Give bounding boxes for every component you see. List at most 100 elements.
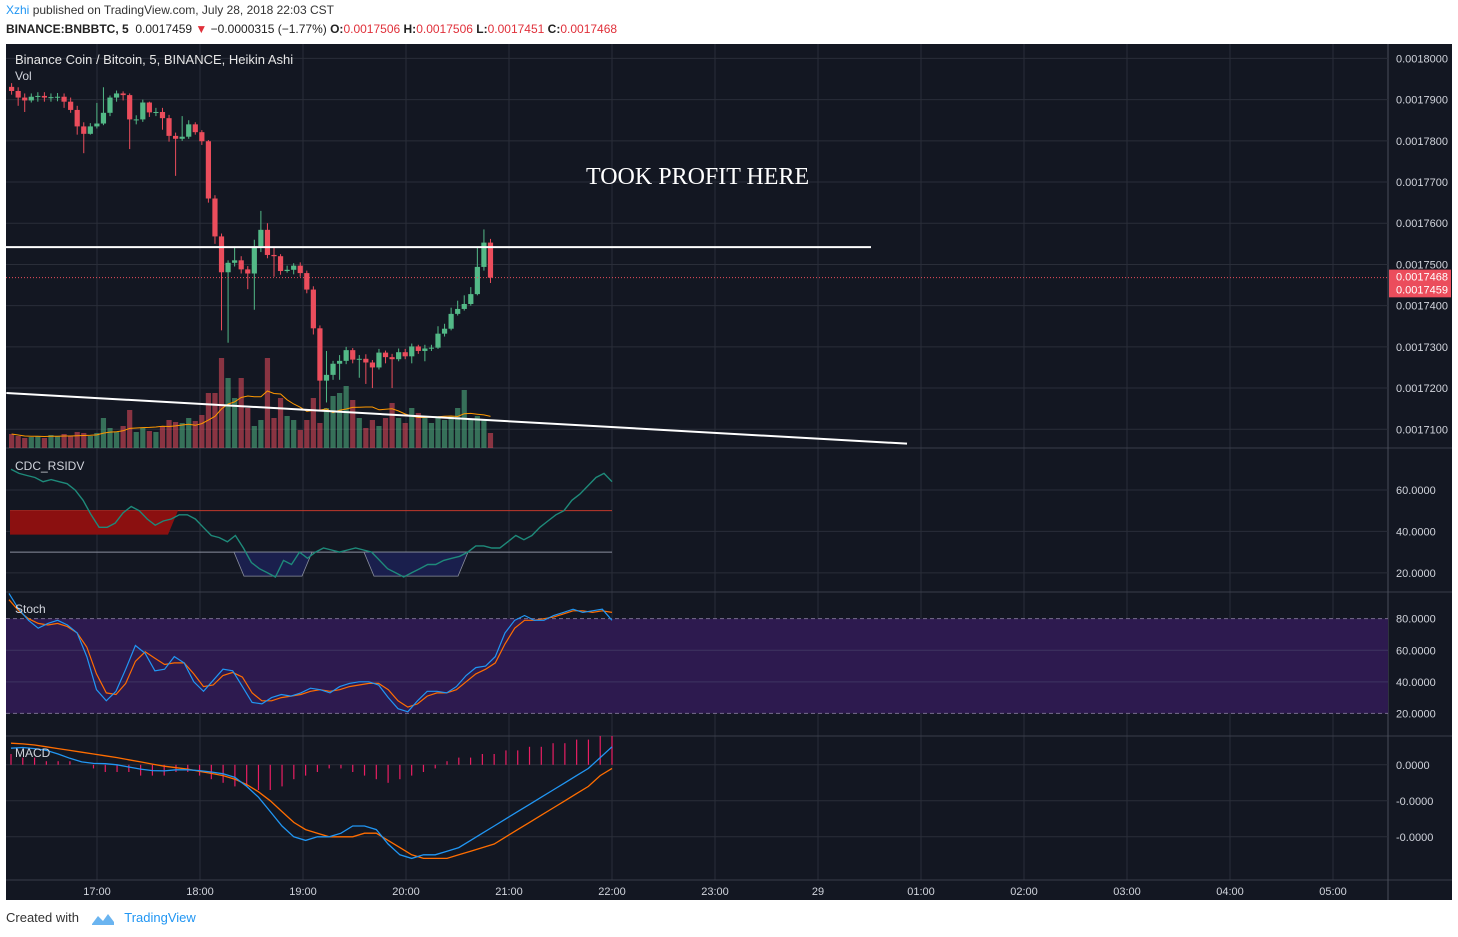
candle-body (87, 126, 93, 134)
candle-body (441, 328, 448, 334)
candle-body (15, 90, 21, 98)
volume-bar (422, 418, 428, 448)
volume-bar (113, 432, 120, 448)
candle-body (107, 97, 113, 113)
volume-bar (94, 433, 100, 448)
price-tick-label: 0.0017200 (1396, 383, 1448, 395)
candle-body (376, 352, 382, 368)
volume-bar (9, 434, 15, 448)
volume-bar (271, 418, 277, 448)
trend-line (6, 391, 908, 445)
volume-bar (317, 423, 323, 448)
change-text: −0.0000315 (−1.77%) (210, 22, 327, 36)
price-label-box (1389, 269, 1451, 285)
time-tick-label: 01:00 (907, 886, 935, 898)
chart-canvas[interactable]: 0.0018000 0.0017900 0.0017800 0.0017700 0.00… (6, 44, 1452, 900)
published-text: published on TradingView.com, July 28, 2… (32, 3, 334, 17)
volume-bar (41, 438, 47, 448)
volume-bar (225, 378, 231, 448)
volume-bar (35, 436, 41, 448)
price-tick-label: 0.0017600 (1396, 218, 1448, 230)
current-price-label: 0.0017459 (1396, 284, 1448, 296)
volume-bar (179, 423, 185, 448)
candle-body (461, 303, 467, 309)
tradingview-logo-icon (91, 913, 114, 925)
macd-signal-line (10, 742, 613, 860)
tradingview-link[interactable]: TradingView (124, 910, 196, 925)
candle-body (225, 262, 231, 273)
candle-body (48, 97, 54, 99)
volume-bar (382, 418, 389, 448)
price-tick-label: 0.0018000 (1396, 53, 1448, 65)
time-tick-label: 05:00 (1319, 886, 1347, 898)
volume-bar (127, 410, 133, 448)
candle-body (153, 111, 159, 113)
candle-body (415, 346, 421, 351)
time-tick-label: 20:00 (392, 886, 420, 898)
volume-bar (297, 430, 303, 448)
rsi-tick-label: 40.0000 (1396, 526, 1436, 538)
author-link[interactable]: Xzhi (6, 3, 30, 17)
time-tick-label: 23:00 (701, 886, 729, 898)
rsi-tick-label: 20.0000 (1396, 568, 1436, 580)
price-label-box (1389, 282, 1451, 298)
candle-body (28, 96, 34, 101)
candle-body (323, 374, 330, 381)
time-tick-label: 04:00 (1216, 886, 1244, 898)
candle-body (291, 265, 297, 270)
volume-bar (376, 426, 382, 448)
rsi-oversold-zone (363, 551, 469, 577)
candle-body (81, 126, 87, 134)
volume-bar (173, 422, 179, 448)
macd-tick-label: -0.0000 (1396, 796, 1433, 808)
candle-body (218, 236, 225, 273)
candle-body (264, 229, 271, 255)
price-tick-label: 0.0017900 (1396, 95, 1448, 107)
candle-body (481, 242, 487, 267)
volume-bar (435, 418, 441, 448)
volume-label: Vol (15, 69, 32, 83)
chart-area[interactable]: 0.0018000 0.0017900 0.0017800 0.0017700 0.00… (6, 44, 1452, 900)
close-value: 0.0017468 (560, 22, 618, 36)
volume-bar (120, 426, 126, 448)
stoch-tick-label: 80.0000 (1396, 614, 1436, 626)
symbol-label: BINANCE:BNBBTC, 5 (6, 22, 129, 36)
candle-body (41, 95, 47, 98)
volume-bar (350, 400, 356, 448)
macd-tick-label: 0.0000 (1396, 760, 1430, 772)
candle-body (382, 352, 389, 358)
stoch-band (6, 618, 1388, 714)
candle-body (258, 229, 264, 247)
candle-body (133, 119, 139, 121)
volume-bar (304, 420, 310, 448)
stoch-tick-label: 40.0000 (1396, 677, 1436, 689)
candle-body (186, 124, 192, 137)
time-tick-label: 18:00 (186, 886, 214, 898)
volume-bar (264, 358, 271, 448)
time-tick-label: 22:00 (598, 886, 626, 898)
candle-body (205, 141, 211, 199)
candle-body (159, 111, 166, 119)
candle-body (166, 118, 172, 136)
candle-body (455, 308, 461, 314)
publish-header: Xzhi published on TradingView.com, July … (6, 3, 334, 17)
candle-body (9, 86, 15, 91)
volume-bar (218, 358, 225, 448)
candle-body (173, 135, 179, 139)
volume-bar (343, 386, 349, 448)
high-value: 0.0017506 (416, 22, 473, 36)
low-label: L: (476, 22, 488, 36)
open-value: 0.0017506 (343, 22, 401, 36)
volume-bar (310, 398, 316, 448)
price-tick-label: 0.0017100 (1396, 424, 1448, 436)
candle-body (113, 93, 120, 98)
open-label: O: (330, 22, 344, 36)
volume-bar (428, 423, 435, 448)
rsi-tick-label: 60.0000 (1396, 485, 1436, 497)
down-arrow-icon: ▼ (195, 22, 208, 36)
volume-bar (15, 436, 21, 448)
rsi-label: CDC_RSIDV (15, 459, 85, 473)
volume-bar (455, 408, 461, 448)
took-profit-annotation: TOOK PROFIT HERE (586, 164, 810, 190)
candle-body (251, 246, 257, 274)
